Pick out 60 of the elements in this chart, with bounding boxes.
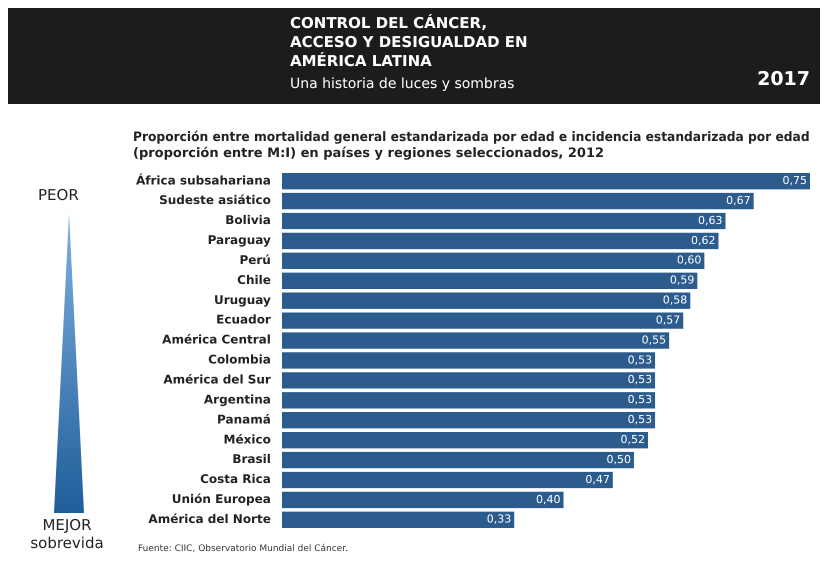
y-tick-label: Ecuador	[216, 312, 271, 327]
data-label: 0,55	[642, 333, 666, 346]
y-tick-label: Chile	[237, 272, 271, 287]
y-tick-label: Paraguay	[208, 233, 272, 248]
y-tick-label: África subsahariana	[136, 172, 271, 188]
data-label: 0,53	[628, 373, 652, 386]
data-label: 0,57	[656, 313, 680, 326]
y-tick-label: Unión Europea	[172, 492, 271, 506]
y-tick-label: América del Sur	[163, 372, 271, 387]
data-label: 0,75	[782, 174, 807, 188]
text: MEJOR sobrevida	[29, 516, 105, 552]
y-tick-label: Panamá	[217, 412, 271, 426]
bar	[282, 172, 810, 190]
data-label: 0,53	[628, 413, 652, 426]
text: CONTROL DEL CÁNCER, ACCESO Y DESIGUALDAD EN AMÉRICA LATINA	[290, 14, 529, 71]
bar	[282, 492, 564, 508]
bar	[282, 472, 613, 488]
y-tick-label: Costa Rica	[200, 472, 271, 486]
bar	[282, 332, 670, 349]
y-tick-label: Perú	[239, 252, 271, 267]
bar	[282, 412, 656, 428]
y-tick-label: México	[224, 432, 271, 446]
bar	[282, 352, 656, 369]
text: 2017	[757, 68, 810, 90]
data-label: 0,53	[628, 353, 652, 366]
data-label: 0,50	[606, 452, 631, 466]
bar	[282, 392, 656, 408]
bar	[282, 272, 698, 289]
y-tick-label: Uruguay	[214, 292, 272, 307]
bar	[282, 512, 514, 528]
data-label: 0,33	[486, 512, 512, 526]
y-tick-label: América Central	[162, 332, 271, 347]
bar	[282, 372, 656, 389]
bar	[282, 452, 634, 468]
bar	[282, 432, 648, 448]
data-label: 0,40	[536, 492, 561, 506]
bar	[282, 312, 684, 329]
data-label: 0,67	[726, 194, 751, 207]
data-label: 0,59	[670, 274, 694, 287]
y-tick-label: Brasil	[232, 452, 271, 466]
data-label: 0,62	[690, 234, 716, 247]
text: PEOR	[38, 186, 79, 204]
y-tick-label: Colombia	[208, 352, 271, 367]
y-tick-label: Bolivia	[225, 213, 271, 228]
data-label: 0,58	[662, 294, 688, 307]
data-label: 0,47	[585, 472, 610, 486]
data-label: 0,63	[698, 214, 722, 227]
y-tick-label: Argentina	[204, 392, 271, 406]
bar	[282, 232, 718, 250]
bar	[282, 192, 754, 210]
data-label: 0,52	[620, 433, 646, 446]
data-label: 0,53	[628, 393, 652, 406]
data-label: 0,60	[676, 254, 702, 267]
bar	[282, 292, 690, 309]
bar	[282, 252, 704, 270]
text: Una historia de luces y sombras	[290, 76, 514, 92]
source-note: Fuente: CIIC, Observatorio Mundial del Cáncer.	[138, 544, 348, 554]
bar	[282, 212, 726, 230]
y-tick-label: Sudeste asiático	[159, 193, 271, 208]
y-tick-label: América del Norte	[148, 512, 271, 526]
